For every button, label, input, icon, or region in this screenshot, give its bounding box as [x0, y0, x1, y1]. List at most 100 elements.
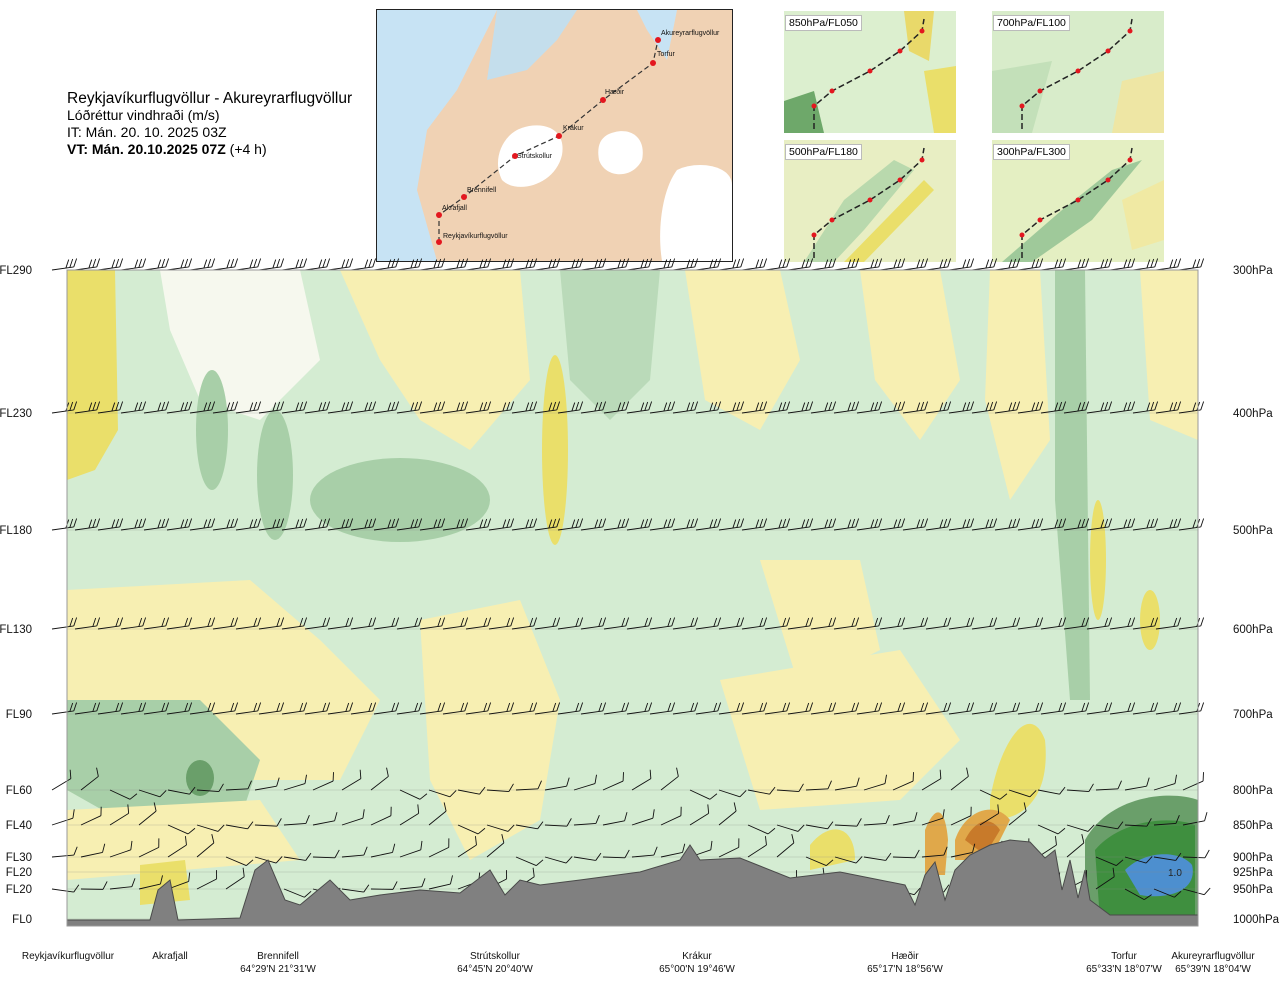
wind-barb	[515, 821, 544, 830]
wind-barb	[120, 401, 147, 414]
wind-barb	[428, 802, 447, 826]
wind-barb	[166, 702, 193, 715]
valid-time-offset: (+4 h)	[225, 141, 267, 157]
y-right-tick-label: 950hPa	[1233, 884, 1273, 896]
wind-barb	[1182, 812, 1208, 826]
wind-barb	[166, 258, 193, 271]
x-station-coord: 64°45'N 20°40'W	[457, 964, 533, 975]
wind-barb	[373, 401, 400, 414]
wind-barb	[573, 774, 597, 791]
mini-map-300-canvas	[992, 140, 1164, 262]
wind-barb	[225, 780, 252, 791]
wind-barb	[143, 401, 170, 414]
wind-barb	[143, 617, 170, 630]
wind-barb	[196, 783, 224, 792]
wind-barb	[1017, 617, 1044, 630]
wind-barb	[515, 780, 542, 791]
wind-barb	[1124, 777, 1150, 791]
wind-barb	[304, 518, 331, 531]
x-station-coord: 65°39'N 18°04'W	[1175, 964, 1251, 975]
wind-barb	[557, 702, 584, 715]
wind-barb	[626, 702, 653, 715]
wind-barb	[120, 258, 147, 271]
mini-map-700: 700hPa/FL100	[992, 11, 1164, 133]
wind-barb	[51, 846, 78, 858]
wind-barb	[235, 518, 262, 531]
wind-barb	[544, 818, 572, 827]
wind-barb	[1155, 617, 1182, 630]
wind-barb	[97, 518, 124, 531]
wind-barb	[602, 772, 624, 791]
wind-barb	[580, 702, 607, 715]
map-label-haedir: Hæðir	[605, 88, 625, 96]
wind-barb	[312, 849, 340, 859]
wind-barb	[51, 809, 75, 826]
wind-barb	[925, 401, 952, 414]
wind-barb	[1132, 518, 1159, 531]
wind-barb	[626, 401, 653, 414]
wind-barb	[892, 812, 918, 826]
wind-barb	[557, 258, 584, 271]
wind-barb	[327, 401, 354, 414]
wind-barb	[602, 849, 630, 859]
wind-barb	[457, 836, 477, 858]
wind-barb	[810, 617, 837, 630]
wind-barb	[350, 617, 377, 630]
wind-barb	[764, 617, 791, 630]
wind-barb	[304, 258, 331, 271]
y-right-tick-label: 850hPa	[1233, 820, 1273, 832]
wind-barb	[1109, 258, 1136, 271]
wind-barb	[120, 518, 147, 531]
wind-barb	[166, 401, 193, 414]
wind-barb	[281, 258, 308, 271]
wind-barb	[109, 804, 130, 826]
wind-barb	[1109, 401, 1136, 414]
wind-barb	[1086, 518, 1113, 531]
wind-barb	[442, 617, 469, 630]
mini-map-700-label: 700hPa/FL100	[993, 15, 1070, 31]
title-block: Reykjavíkurflugvöllur - Akureyrarflugvöl…	[67, 90, 352, 158]
wind-barb	[603, 617, 630, 630]
wind-barb	[283, 852, 312, 861]
mini-map-850-label: 850hPa/FL050	[785, 15, 862, 31]
wind-barb	[511, 258, 538, 271]
mini-map-300: 300hPa/FL300	[992, 140, 1164, 262]
x-station-name: Reykjavíkurflugvöllur	[22, 951, 115, 962]
wind-barb	[764, 518, 791, 531]
wind-barb	[428, 838, 450, 858]
wind-barb	[948, 702, 975, 715]
wind-barb	[143, 258, 170, 271]
y-right-tick-label: 700hPa	[1233, 709, 1273, 721]
wind-barb	[1155, 401, 1182, 414]
wind-barb	[457, 824, 486, 835]
wind-barb	[80, 843, 106, 858]
wind-barb	[631, 846, 658, 858]
wind-barb	[465, 518, 492, 531]
wind-barb	[626, 518, 653, 531]
wind-barb	[672, 401, 699, 414]
wind-barb	[258, 518, 285, 531]
wind-barb	[892, 849, 920, 859]
route-map-canvas: Akureyrarflugvöllur Torfur Hæðir Krákur …	[377, 10, 732, 261]
wind-barb	[399, 840, 423, 858]
wind-barb	[281, 518, 308, 531]
wind-barb	[370, 767, 389, 791]
wind-barb	[805, 821, 834, 830]
wind-barb	[312, 812, 338, 826]
wind-barb	[544, 777, 570, 791]
wind-barb	[138, 838, 160, 858]
x-station-name: Akrafjall	[152, 951, 188, 962]
wind-barb	[143, 702, 170, 715]
wind-barb	[1124, 888, 1152, 901]
wind-barb	[534, 702, 561, 715]
wind-barb	[109, 840, 133, 858]
wind-barb	[856, 518, 883, 531]
x-axis-stations: Reykjavíkurflugvöllur Akrafjall Brennifell…	[22, 950, 1255, 975]
wind-barb	[396, 518, 423, 531]
wind-barb	[258, 258, 285, 271]
x-station-name: Strútskollur	[470, 951, 521, 962]
wind-barb	[1063, 258, 1090, 271]
wind-barb	[1109, 617, 1136, 630]
wind-barb	[718, 258, 745, 271]
wind-barb	[196, 834, 215, 858]
